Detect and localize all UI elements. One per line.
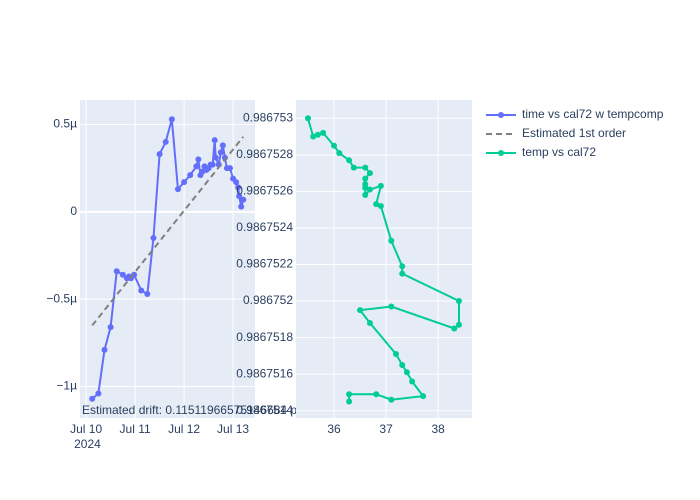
data-point (357, 307, 364, 314)
data-point (168, 116, 175, 123)
data-point (211, 137, 218, 144)
x-tick-label: 38 (431, 422, 445, 436)
data-point (217, 149, 224, 156)
data-point (366, 186, 373, 193)
data-point (138, 287, 145, 294)
data-point (238, 203, 245, 210)
x-tick-label: Jul 10 2024 (70, 422, 102, 451)
data-point (388, 396, 395, 403)
plot-background (80, 100, 255, 418)
y-tick-label: 0.986753 (243, 110, 293, 124)
data-point (181, 179, 188, 186)
data-point (107, 324, 114, 331)
data-point (346, 391, 353, 398)
data-point (156, 151, 163, 158)
data-point (212, 154, 219, 161)
data-point (119, 271, 126, 278)
y-tick-label: 0.9867528 (236, 147, 293, 161)
data-point (399, 270, 406, 277)
y-tick-label: 0.986752 (243, 293, 293, 307)
data-point (455, 298, 462, 305)
data-point (240, 196, 247, 203)
data-point (336, 150, 343, 156)
data-point (362, 192, 369, 199)
legend-marker (498, 112, 504, 118)
data-point (89, 395, 96, 402)
data-point (310, 133, 317, 140)
legend-label: Estimated 1st order (522, 126, 626, 140)
data-point (455, 321, 462, 328)
data-point (174, 186, 181, 193)
data-point (101, 346, 108, 353)
data-point (377, 182, 384, 189)
data-point (236, 193, 243, 200)
x-tick-label: Jul 11 (120, 422, 151, 436)
y-tick-label: 0.9867514 (236, 403, 293, 417)
x-tick-label: 37 (379, 422, 393, 436)
y-tick-label: 0.9867526 (236, 184, 293, 198)
data-point (346, 398, 353, 405)
data-point (187, 172, 194, 179)
data-point (150, 235, 157, 242)
legend-label: time vs cal72 w tempcomp (522, 107, 664, 121)
series-line (91, 136, 245, 327)
data-point (392, 351, 399, 358)
x-tick-label: Jul 13 (217, 422, 249, 436)
data-point (362, 175, 369, 182)
data-point (373, 201, 380, 208)
data-point (320, 129, 327, 136)
data-point (362, 164, 369, 171)
y-tick-label: 0.5µ (53, 117, 77, 131)
data-point (388, 237, 395, 244)
y-tick-label: 0.9867518 (236, 330, 293, 344)
y-tick-label: −1µ (56, 379, 77, 393)
data-point (219, 142, 226, 149)
data-point (314, 131, 321, 138)
y-tick-label: 0.9867522 (236, 257, 293, 271)
data-point (366, 319, 373, 326)
data-point (95, 390, 102, 397)
data-point (209, 161, 216, 168)
data-point (409, 378, 416, 385)
data-point (113, 268, 120, 275)
data-point (388, 303, 395, 310)
data-point (350, 164, 357, 171)
y-tick-label: −0.5µ (46, 291, 77, 305)
data-point (195, 156, 202, 163)
data-point (420, 393, 427, 400)
data-point (403, 369, 410, 376)
data-point (451, 325, 458, 332)
x-tick-label: 36 (327, 422, 341, 436)
data-point (162, 138, 169, 145)
x-tick-label: Jul 12 (168, 422, 200, 436)
legend-marker (498, 150, 504, 156)
data-point (144, 290, 151, 297)
data-point (373, 391, 380, 398)
data-point (235, 184, 242, 191)
data-point (331, 142, 338, 149)
plot-background (296, 100, 472, 418)
annotation: Estimated drift: 0.11511966575146684 ppb… (82, 403, 333, 417)
data-point (227, 165, 233, 172)
data-point (346, 157, 353, 164)
y-tick-label: 0 (70, 204, 77, 218)
y-tick-label: 0.9867524 (236, 220, 293, 234)
data-point (399, 362, 406, 368)
data-point (377, 203, 384, 209)
y-tick-label: 0.9867516 (236, 366, 293, 380)
data-point (366, 170, 373, 177)
data-point (233, 179, 240, 186)
data-point (399, 263, 406, 270)
data-point (362, 184, 369, 191)
data-point (304, 115, 311, 122)
legend-label: temp vs cal72 (522, 145, 596, 159)
data-point (193, 163, 200, 170)
